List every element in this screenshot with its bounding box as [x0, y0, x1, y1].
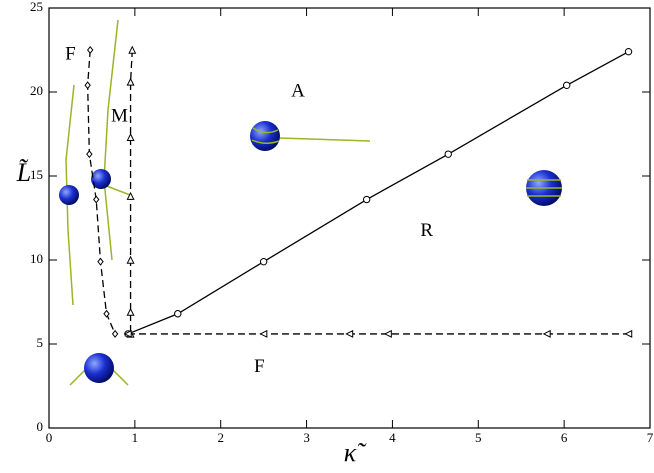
marker — [362, 195, 371, 204]
x-tick-label: 7 — [647, 430, 654, 445]
marker — [383, 329, 392, 338]
marker — [84, 81, 91, 90]
x-tick-label: 3 — [303, 430, 310, 445]
marker — [345, 329, 354, 338]
marker — [111, 329, 119, 338]
marker — [123, 329, 132, 338]
y-tick-label: 15 — [30, 167, 43, 182]
marker — [128, 45, 137, 54]
marker — [97, 257, 104, 266]
region-label: F — [254, 356, 265, 377]
marker — [93, 195, 100, 204]
x-axis-label: κ̃ — [344, 438, 367, 467]
x-tick-label: 4 — [389, 430, 396, 445]
x-tick-label: 0 — [46, 430, 53, 445]
y-axis-label: L̃ — [16, 158, 31, 187]
marker — [174, 310, 182, 318]
region-label: A — [291, 80, 305, 101]
marker — [126, 191, 135, 200]
marker — [259, 329, 268, 338]
region-label: F — [65, 43, 76, 64]
marker — [103, 309, 110, 318]
region-label: M — [111, 106, 128, 127]
marker — [444, 150, 452, 158]
marker — [624, 329, 633, 338]
x-tick-label: 1 — [132, 430, 139, 445]
marker — [126, 307, 135, 316]
marker — [624, 47, 633, 56]
y-tick-label: 10 — [30, 251, 43, 266]
marker — [86, 150, 93, 159]
y-tick-label: 5 — [37, 335, 44, 350]
y-tick-label: 20 — [30, 83, 43, 98]
series-line — [86, 49, 116, 335]
series-line — [129, 49, 133, 334]
plot-frame — [48, 7, 651, 429]
y-tick-label: 25 — [30, 0, 43, 14]
marker — [87, 45, 94, 55]
illustrations — [59, 19, 562, 386]
x-tick-label: 6 — [561, 430, 568, 445]
region-label: R — [420, 220, 433, 241]
marker — [563, 81, 571, 89]
x-tick-label: 2 — [217, 430, 224, 445]
y-tick-label: 0 — [37, 419, 44, 434]
marker — [126, 255, 135, 264]
marker — [126, 77, 135, 86]
marker — [542, 329, 551, 338]
marker — [126, 133, 135, 142]
x-tick-label: 5 — [475, 430, 482, 445]
marker — [259, 257, 268, 266]
